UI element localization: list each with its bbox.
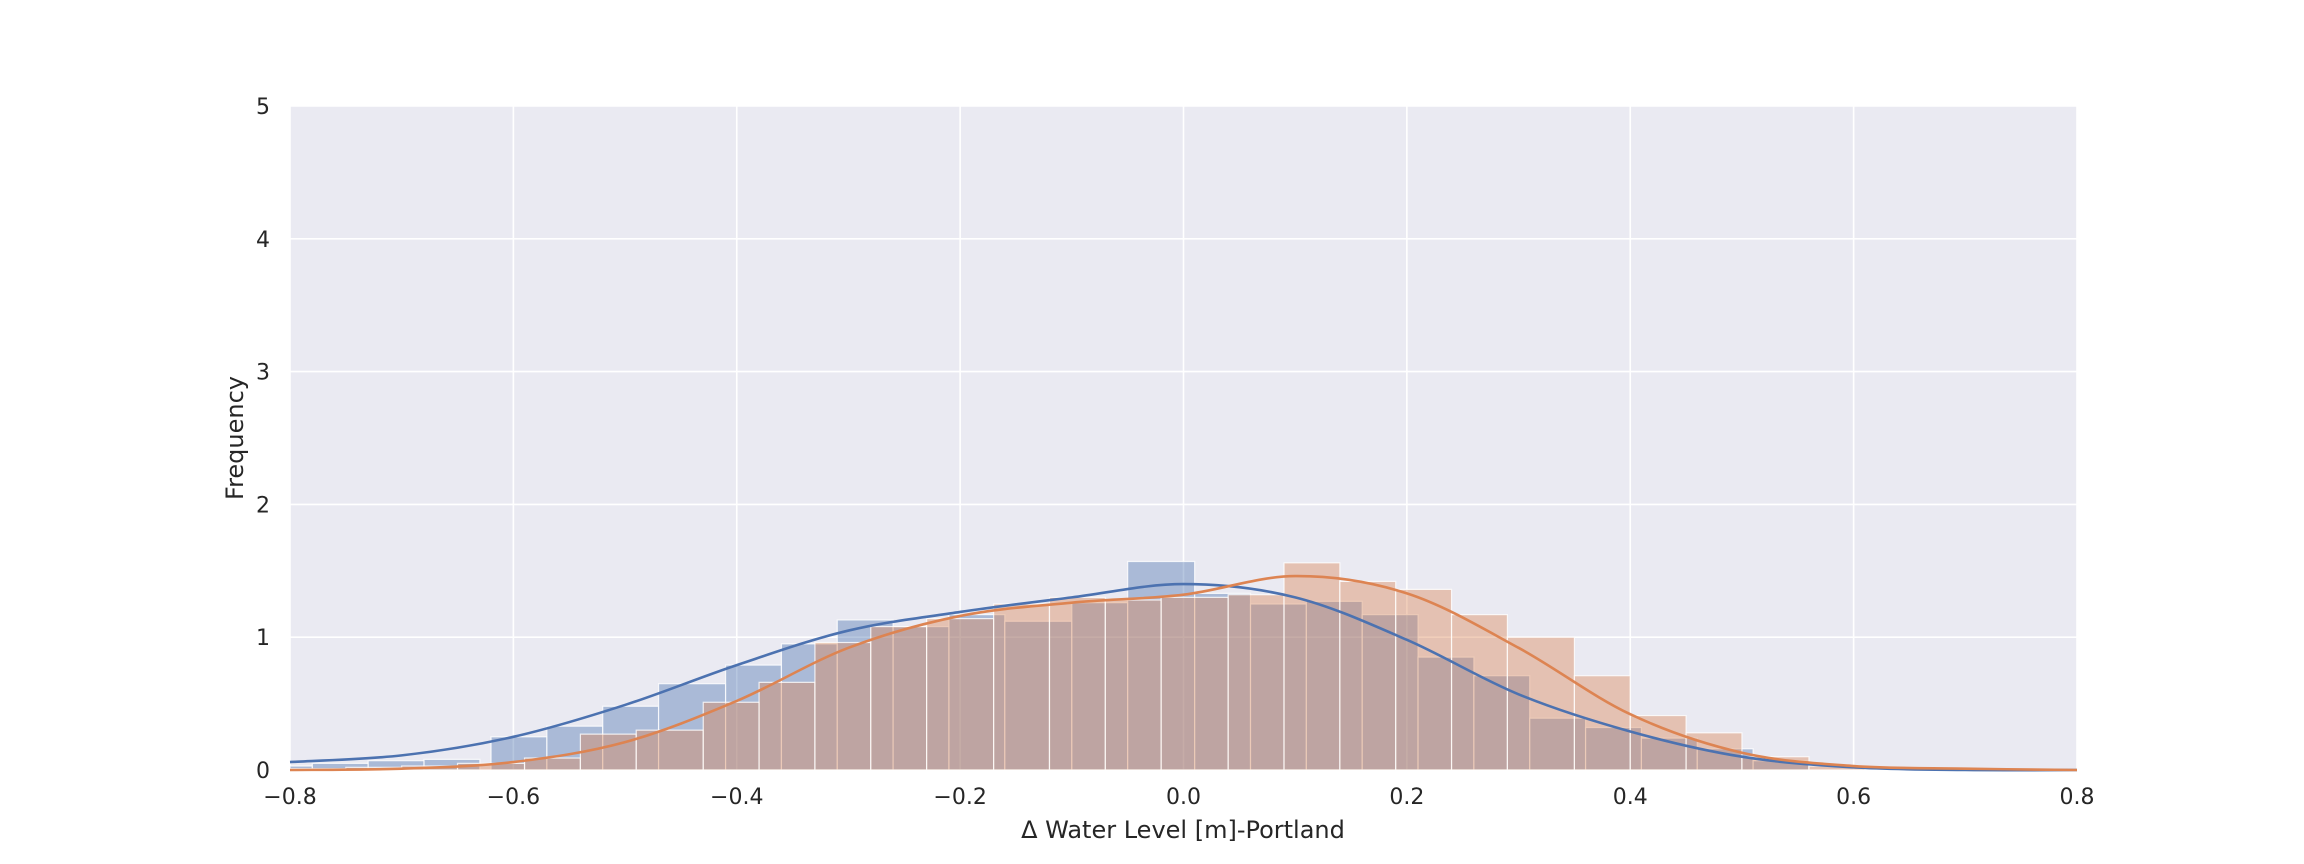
histogram-bar: [1227, 594, 1285, 771]
histogram-bar: [602, 705, 660, 771]
histogram-bar: [579, 733, 637, 771]
histogram-bar: [993, 603, 1051, 771]
histogram-bar: [635, 729, 704, 771]
x-tick-label: 0.2: [1389, 785, 1424, 810]
kde-curves: [289, 574, 2078, 772]
kde-curve: [289, 574, 2078, 772]
histogram-bar: [1640, 737, 1698, 771]
histogram-bar: [1339, 580, 1397, 771]
histogram-bar: [1249, 603, 1307, 771]
x-tick-labels: −0.8 −0.6 −0.4 −0.2 0.0 0.2 0.4 0.6 0.8: [263, 785, 2094, 810]
y-tick-label: 0: [256, 759, 270, 784]
histogram-bar: [1450, 614, 1508, 771]
histogram-bar: [1048, 596, 1106, 771]
y-tick-label: 5: [256, 95, 270, 120]
histogram-bar: [1004, 620, 1073, 771]
histogram-bar: [870, 625, 928, 771]
x-tick-label: −0.4: [710, 785, 763, 810]
y-tick-label: 4: [256, 228, 270, 253]
histogram-bar: [1160, 596, 1229, 771]
histogram-bar: [1417, 656, 1475, 771]
y-tick-label: 2: [256, 493, 270, 518]
x-tick-label: 0.8: [2060, 785, 2095, 810]
histogram-bar: [1104, 599, 1162, 771]
histogram-bar: [926, 618, 995, 771]
histogram-bar: [1283, 562, 1341, 771]
x-axis-title: Δ Water Level [m]-Portland: [1021, 816, 1345, 844]
histogram-bar: [1071, 602, 1129, 771]
x-tick-label: −0.6: [487, 785, 540, 810]
y-tick-label: 3: [256, 361, 270, 386]
histogram-bar: [836, 619, 894, 771]
histogram-bar: [1194, 592, 1252, 771]
x-tick-label: 0.6: [1836, 785, 1871, 810]
y-axis-title: Frequency: [221, 376, 249, 500]
x-tick-label: 0.4: [1613, 785, 1648, 810]
histogram-bar: [892, 625, 950, 771]
y-tick-labels: 0 1 2 3 4 5: [256, 95, 270, 784]
histogram-bar: [948, 614, 1006, 771]
histogram-bars: [289, 560, 1866, 771]
kde-curve: [289, 582, 2078, 772]
histogram-bar: [1529, 717, 1587, 771]
x-tick-label: −0.2: [933, 785, 986, 810]
histogram-bar: [1473, 675, 1531, 771]
histogram-bar: [814, 641, 872, 771]
y-tick-label: 1: [256, 626, 270, 651]
x-tick-label: −0.8: [263, 785, 316, 810]
x-tick-label: 0.0: [1166, 785, 1201, 810]
histogram-bar: [758, 681, 816, 771]
histogram-bar: [1395, 588, 1453, 771]
histogram-bar: [1305, 600, 1363, 771]
